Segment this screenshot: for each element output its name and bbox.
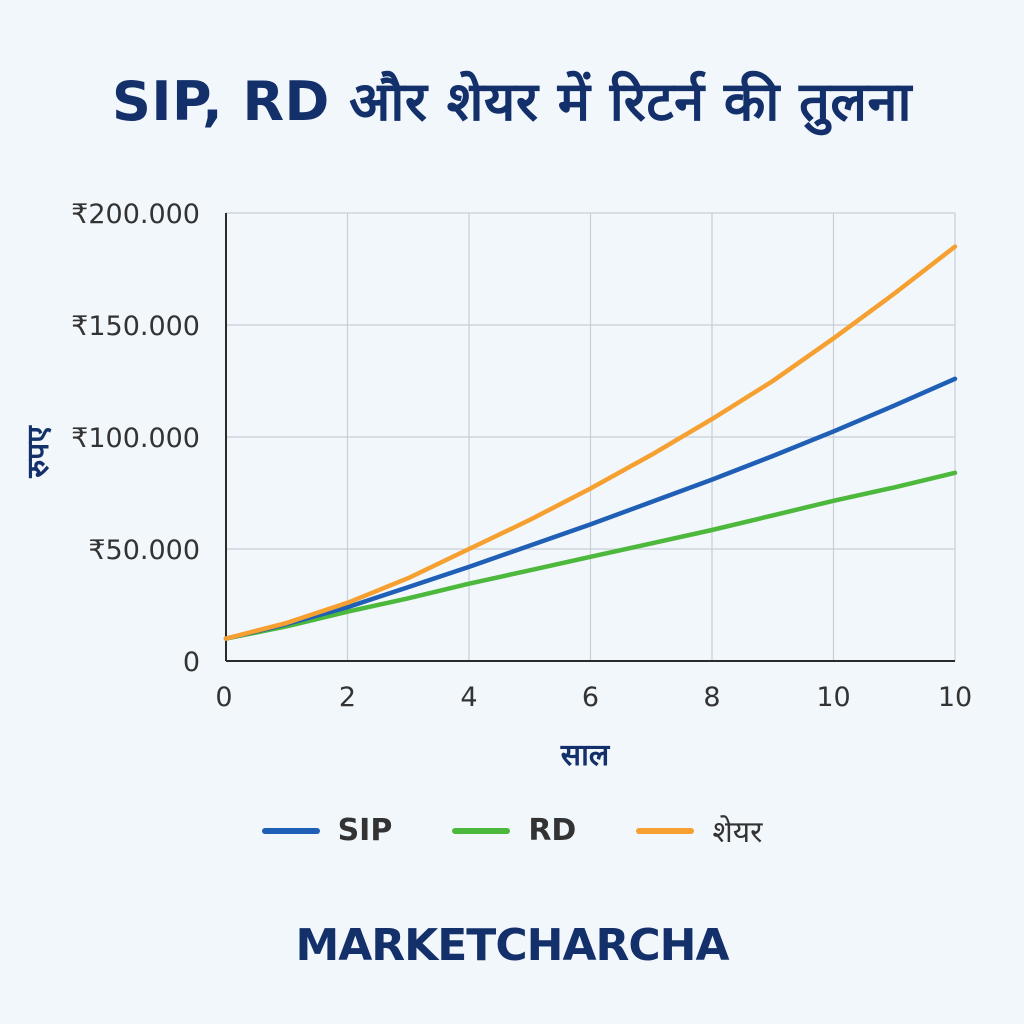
y-tick-label: ₹100.000 bbox=[71, 423, 200, 454]
x-tick-label: 4 bbox=[460, 682, 477, 713]
series-line-share bbox=[223, 244, 958, 641]
legend-swatch-sip bbox=[261, 827, 320, 834]
axes bbox=[225, 213, 955, 662]
x-tick-label: 10 bbox=[816, 682, 850, 713]
y-axis-title: रुपए bbox=[21, 425, 56, 479]
x-tick-label: 8 bbox=[703, 682, 720, 713]
legend-item-sip: SIP bbox=[261, 813, 393, 848]
series-line-rd bbox=[223, 470, 958, 641]
y-tick-labels: 0 ₹50.000 ₹100.000 ₹150.000 ₹200.000 bbox=[71, 199, 200, 678]
line-chart: 0 ₹50.000 ₹100.000 ₹150.000 ₹200.000 0 2 4 6 8 10… bbox=[21, 199, 972, 773]
x-tick-label: 2 bbox=[339, 682, 356, 713]
y-tick-label: ₹200.000 bbox=[71, 199, 200, 230]
y-tick-label: ₹150.000 bbox=[71, 311, 200, 342]
chart-title: SIP, RD और शेयर में रिटर्न की तुलना bbox=[112, 70, 912, 133]
x-tick-label: 6 bbox=[582, 682, 599, 713]
grid bbox=[226, 212, 956, 661]
legend-swatch-share bbox=[636, 827, 695, 834]
legend-label-share: शेयर bbox=[712, 815, 763, 850]
x-axis-title: साल bbox=[560, 738, 611, 773]
legend-item-share: शेयर bbox=[636, 810, 762, 851]
legend-label-rd: RD bbox=[528, 813, 577, 848]
x-tick-label: 10 bbox=[938, 682, 972, 713]
x-tick-label: 0 bbox=[215, 682, 232, 713]
legend-label-sip: SIP bbox=[337, 813, 393, 848]
series-lines bbox=[223, 244, 958, 641]
x-tick-labels: 0 2 4 6 8 10 10 bbox=[215, 682, 972, 713]
brand-logo-text: MARKETCHARCHA bbox=[295, 920, 729, 971]
legend: SIP RD शेयर bbox=[0, 810, 1024, 851]
y-tick-label: 0 bbox=[183, 647, 200, 678]
legend-swatch-rd bbox=[452, 827, 511, 834]
series-line-sip bbox=[223, 376, 958, 641]
legend-item-rd: RD bbox=[452, 813, 576, 848]
y-tick-label: ₹50.000 bbox=[88, 535, 200, 566]
